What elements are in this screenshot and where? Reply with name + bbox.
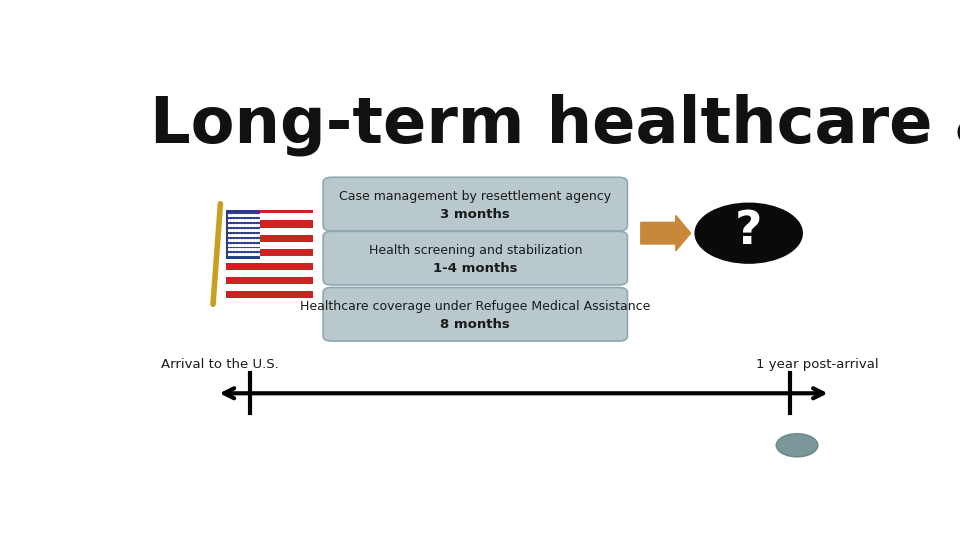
Text: Health screening and stabilization: Health screening and stabilization <box>369 244 582 257</box>
Text: Healthcare coverage under Refugee Medical Assistance: Healthcare coverage under Refugee Medica… <box>300 300 651 313</box>
Bar <box>227 227 313 234</box>
Circle shape <box>777 434 818 457</box>
Text: Long-term healthcare access: Long-term healthcare access <box>150 94 960 157</box>
Text: Case management by resettlement agency: Case management by resettlement agency <box>339 190 612 203</box>
Bar <box>227 210 260 259</box>
FancyBboxPatch shape <box>324 231 628 285</box>
Text: ?: ? <box>735 209 762 254</box>
Text: 8 months: 8 months <box>441 318 510 331</box>
Bar <box>227 213 313 220</box>
FancyBboxPatch shape <box>324 177 628 231</box>
Bar <box>227 270 313 277</box>
Bar <box>227 284 313 291</box>
Circle shape <box>695 203 803 263</box>
Text: 3 months: 3 months <box>441 208 510 221</box>
Bar <box>227 255 313 263</box>
FancyBboxPatch shape <box>324 287 628 341</box>
FancyBboxPatch shape <box>227 210 313 298</box>
FancyArrow shape <box>641 215 690 251</box>
Text: Arrival to the U.S.: Arrival to the U.S. <box>161 358 278 371</box>
Text: 1 year post-arrival: 1 year post-arrival <box>756 358 878 371</box>
Bar <box>227 241 313 248</box>
Text: 1-4 months: 1-4 months <box>433 262 517 275</box>
